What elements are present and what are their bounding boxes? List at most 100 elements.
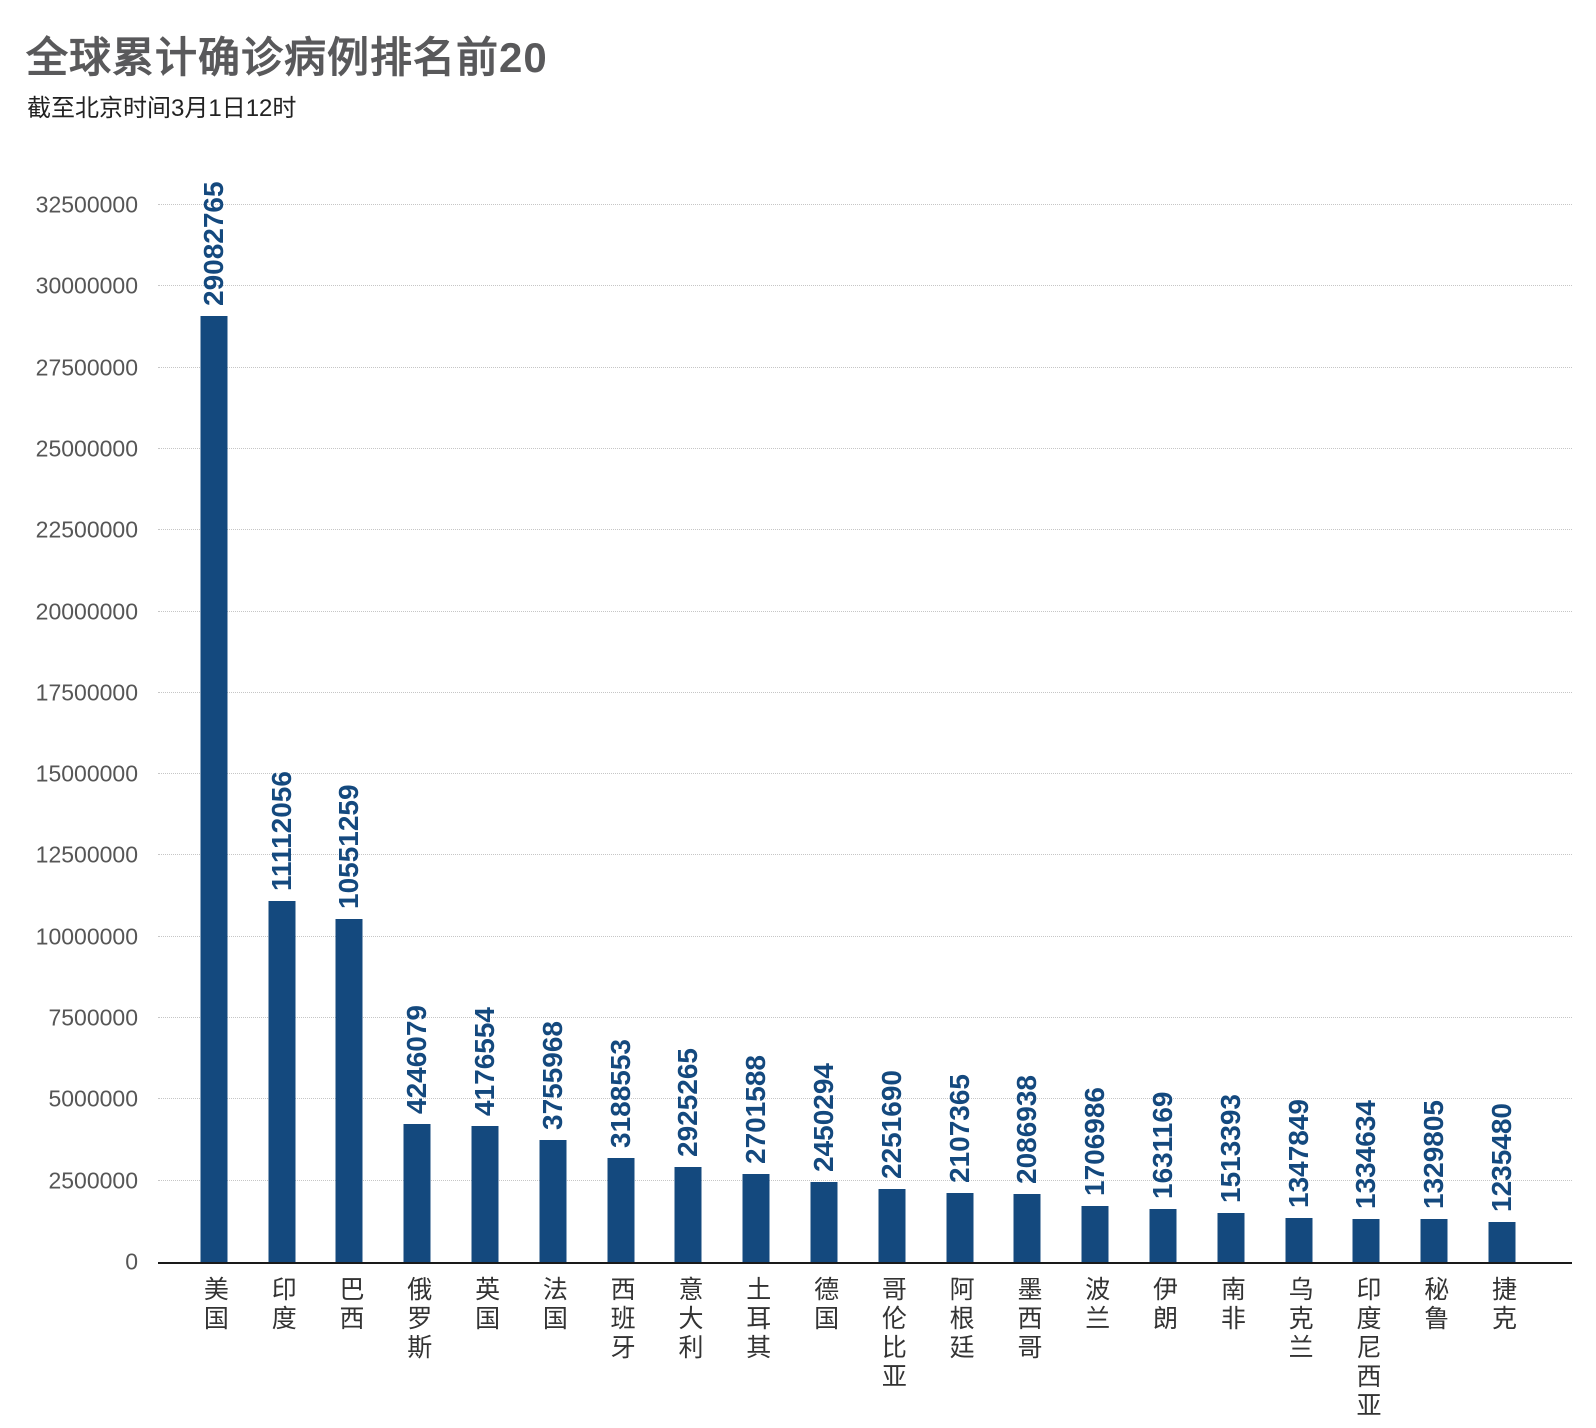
bar-column: 4246079 俄罗斯 bbox=[383, 205, 451, 1363]
bar bbox=[471, 1126, 499, 1262]
y-axis-tick-label: 5000000 bbox=[48, 1085, 138, 1112]
x-axis-category-label: 哥伦比亚 bbox=[878, 1276, 907, 1392]
bar-value-label: 2086938 bbox=[1011, 1075, 1043, 1185]
y-axis-tick-label: 20000000 bbox=[35, 598, 138, 625]
bar-column: 4176554 英国 bbox=[451, 205, 519, 1334]
y-gridline bbox=[158, 773, 1572, 775]
bar-value-label: 1347849 bbox=[1282, 1099, 1314, 1209]
x-axis-category-label: 英国 bbox=[471, 1276, 500, 1334]
x-axis-category-label: 秘鲁 bbox=[1420, 1276, 1449, 1334]
y-gridline bbox=[158, 935, 1572, 937]
bar bbox=[1420, 1218, 1448, 1262]
y-gridline bbox=[158, 447, 1572, 449]
y-axis-tick-label: 22500000 bbox=[35, 516, 138, 543]
bar-column: 1329805 秘鲁 bbox=[1400, 205, 1468, 1334]
y-gridline bbox=[158, 366, 1572, 368]
bar-value-label: 1329805 bbox=[1418, 1099, 1450, 1209]
y-gridline bbox=[158, 1098, 1572, 1100]
y-axis-tick-label: 10000000 bbox=[35, 923, 138, 950]
bar bbox=[1081, 1206, 1109, 1262]
bar-column: 1631169 伊朗 bbox=[1129, 205, 1197, 1334]
y-axis-tick-label: 25000000 bbox=[35, 435, 138, 462]
bar-column: 2107365 阿根廷 bbox=[926, 205, 994, 1363]
bar bbox=[268, 900, 296, 1262]
bar bbox=[1352, 1218, 1380, 1262]
bar-value-label: 2925265 bbox=[672, 1047, 704, 1157]
x-axis-category-label: 乌克兰 bbox=[1285, 1276, 1314, 1363]
chart-subtitle: 截至北京时间3月1日12时 bbox=[27, 95, 297, 122]
bar-value-label: 2251690 bbox=[875, 1069, 907, 1179]
bar bbox=[946, 1193, 974, 1262]
x-axis-category-label: 南非 bbox=[1217, 1276, 1246, 1334]
bar-value-label: 1706986 bbox=[1079, 1087, 1111, 1197]
x-axis-category-label: 墨西哥 bbox=[1013, 1276, 1042, 1363]
y-gridline bbox=[158, 285, 1572, 287]
bars-group: 29082765 美国 11112056 印度 10551259 巴西 4246079 俄罗斯… bbox=[180, 182, 1536, 1421]
y-gridline bbox=[158, 691, 1572, 693]
x-axis-category-label: 意大利 bbox=[674, 1276, 703, 1363]
bar-value-label: 4246079 bbox=[401, 1004, 433, 1114]
x-axis-category-label: 西班牙 bbox=[607, 1276, 636, 1363]
y-gridline bbox=[158, 1179, 1572, 1181]
y-axis-tick-label: 7500000 bbox=[48, 1004, 138, 1031]
bar-value-label: 11112056 bbox=[265, 770, 297, 891]
bar-value-label: 3188553 bbox=[604, 1039, 636, 1149]
chart-title: 全球累计确诊病例排名前20 bbox=[26, 34, 548, 81]
bar bbox=[403, 1123, 431, 1262]
bar-column: 1347849 乌克兰 bbox=[1265, 205, 1333, 1363]
bar-column: 2701588 土耳其 bbox=[722, 205, 790, 1363]
y-gridline bbox=[158, 529, 1572, 531]
bar-value-label: 2107365 bbox=[943, 1074, 975, 1184]
x-axis-category-label: 伊朗 bbox=[1149, 1276, 1178, 1334]
bar-column: 3755968 法国 bbox=[519, 205, 587, 1334]
bar bbox=[674, 1166, 702, 1262]
bar bbox=[1149, 1208, 1177, 1262]
x-axis-category-label: 捷克 bbox=[1488, 1276, 1517, 1334]
bar-value-label: 10551259 bbox=[333, 784, 365, 909]
y-axis-tick-label: 32500000 bbox=[35, 191, 138, 218]
bar-value-label: 1513393 bbox=[1214, 1093, 1246, 1203]
bar-column: 2450294 德国 bbox=[790, 205, 858, 1334]
y-axis-tick-label: 17500000 bbox=[35, 679, 138, 706]
bar-value-label: 29082765 bbox=[197, 181, 229, 307]
bar bbox=[1013, 1194, 1041, 1262]
x-axis-category-label: 印度 bbox=[268, 1276, 297, 1334]
bar-value-label: 2701588 bbox=[740, 1055, 772, 1165]
bar bbox=[1488, 1221, 1516, 1262]
bar bbox=[878, 1188, 906, 1262]
bar-column: 1235480 捷克 bbox=[1468, 205, 1536, 1334]
x-axis-category-label: 土耳其 bbox=[742, 1276, 771, 1363]
bar-column: 1706986 波兰 bbox=[1061, 205, 1129, 1334]
x-axis-category-label: 阿根廷 bbox=[946, 1276, 975, 1363]
bar bbox=[335, 918, 363, 1262]
x-axis-category-label: 俄罗斯 bbox=[403, 1276, 432, 1363]
bar-column: 3188553 西班牙 bbox=[587, 205, 655, 1363]
x-axis-category-label: 德国 bbox=[810, 1276, 839, 1334]
bar-column: 1334634 印度尼西亚 bbox=[1333, 205, 1401, 1421]
bar bbox=[539, 1139, 567, 1262]
bar-value-label: 4176554 bbox=[469, 1007, 501, 1117]
bar-column: 29082765 美国 bbox=[180, 182, 248, 1334]
bar-value-label: 2450294 bbox=[808, 1063, 840, 1173]
bar bbox=[1217, 1212, 1245, 1262]
y-axis-tick-label: 12500000 bbox=[35, 841, 138, 868]
x-axis-category-label: 法国 bbox=[539, 1276, 568, 1334]
x-axis-category-label: 波兰 bbox=[1081, 1276, 1110, 1334]
x-axis-category-label: 美国 bbox=[200, 1276, 229, 1334]
bar-value-label: 1235480 bbox=[1486, 1102, 1518, 1212]
bar-column: 10551259 巴西 bbox=[316, 205, 384, 1334]
plot-area: 29082765 美国 11112056 印度 10551259 巴西 4246079 俄罗斯… bbox=[36, 182, 1572, 1421]
bar-column: 2086938 墨西哥 bbox=[994, 205, 1062, 1363]
x-axis-category-label: 巴西 bbox=[335, 1276, 364, 1334]
y-axis-tick-label: 30000000 bbox=[35, 272, 138, 299]
bar-column: 11112056 印度 bbox=[248, 205, 316, 1334]
bar-value-label: 1334634 bbox=[1350, 1099, 1382, 1209]
bar bbox=[742, 1174, 770, 1262]
y-axis-tick-label: 15000000 bbox=[35, 760, 138, 787]
bar-column: 2251690 哥伦比亚 bbox=[858, 205, 926, 1392]
y-gridline bbox=[158, 854, 1572, 856]
bar bbox=[1285, 1218, 1313, 1262]
y-gridline bbox=[158, 610, 1572, 612]
y-axis-tick-label: 0 bbox=[125, 1248, 138, 1275]
x-axis-category-label: 印度尼西亚 bbox=[1352, 1276, 1381, 1421]
